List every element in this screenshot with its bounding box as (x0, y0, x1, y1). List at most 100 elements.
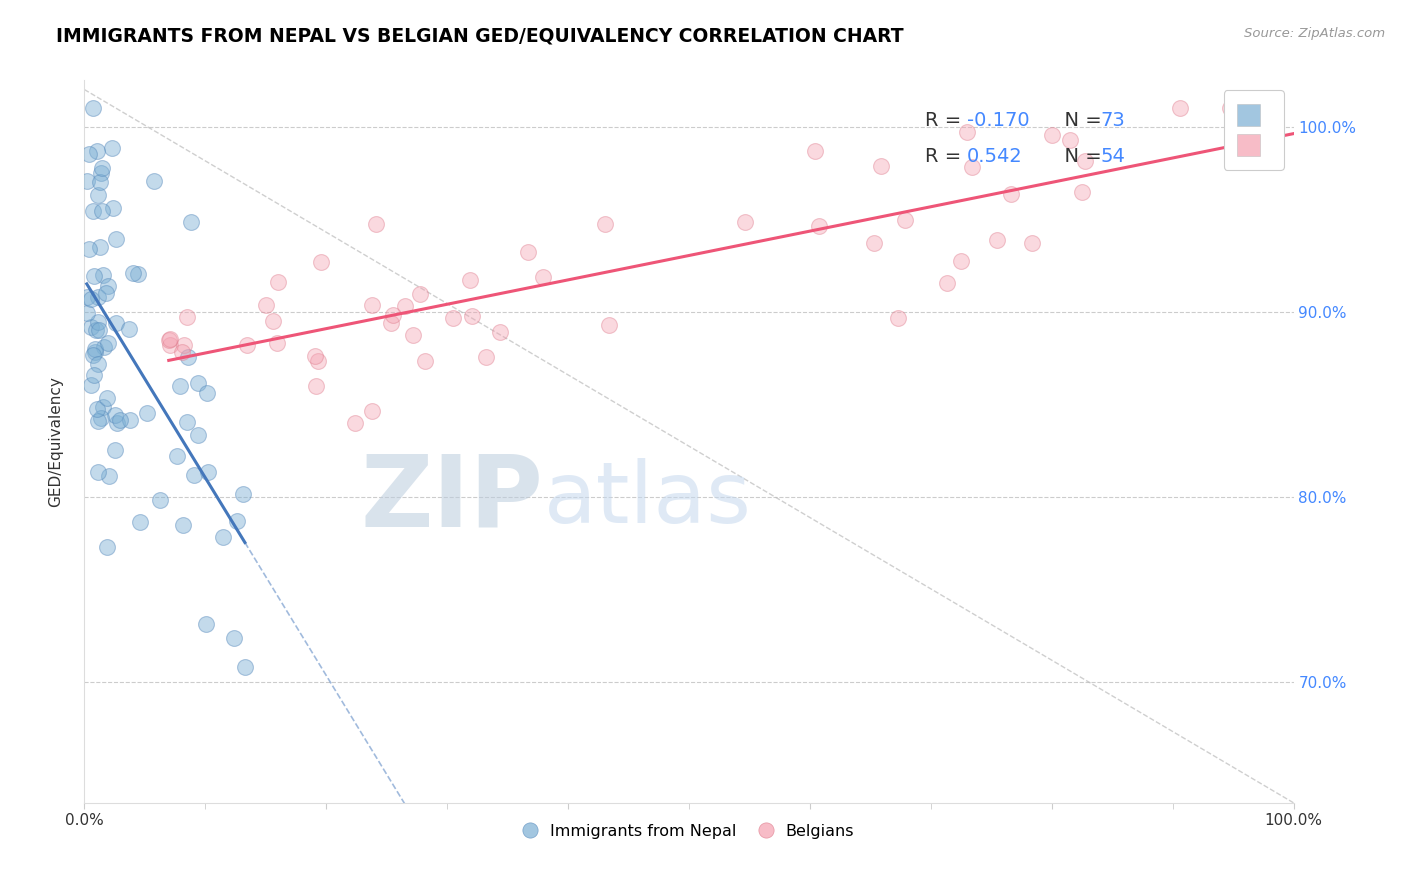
Point (97, 336, 120, 351)
Point (262, 314, 284, 328)
Point (461, 309, 484, 323)
Point (176, 310, 198, 324)
Point (402, 327, 425, 342)
Point (307, 353, 329, 368)
Point (90, 204, 112, 219)
Text: R =: R = (925, 111, 967, 129)
Y-axis label: GED/Equivalency: GED/Equivalency (49, 376, 63, 507)
Point (128, 268, 150, 282)
Text: N =: N = (1052, 146, 1108, 166)
Point (105, 416, 128, 430)
Point (305, 379, 328, 393)
Point (360, 298, 382, 312)
Point (1168, 101, 1191, 115)
Point (83, 345, 105, 359)
Point (187, 428, 209, 442)
Point (120, 413, 142, 427)
Point (90, 166, 112, 180)
Point (173, 338, 195, 352)
Point (90, 410, 112, 425)
Point (96, 391, 118, 405)
Text: ZIP: ZIP (361, 450, 544, 548)
Point (89, 175, 111, 189)
Point (177, 350, 200, 364)
Text: 73: 73 (1099, 111, 1125, 129)
Point (96, 540, 118, 554)
Point (344, 416, 367, 430)
Point (474, 351, 496, 365)
Point (101, 141, 124, 155)
Point (364, 218, 387, 232)
Point (804, 145, 827, 159)
Point (91, 400, 114, 414)
Point (104, 408, 127, 422)
Point (197, 465, 219, 479)
Point (935, 277, 957, 291)
Point (86, 402, 108, 417)
Point (598, 318, 620, 332)
Point (235, 337, 257, 351)
Text: N =: N = (1052, 111, 1108, 129)
Point (143, 174, 166, 188)
Point (380, 316, 402, 330)
Point (82, 203, 104, 218)
Point (97, 469, 120, 483)
Point (1059, 133, 1081, 147)
Point (441, 310, 464, 325)
Point (169, 379, 191, 393)
Point (77, 242, 100, 256)
Point (135, 406, 157, 420)
Point (956, 125, 979, 139)
Point (195, 385, 218, 400)
Point (516, 244, 538, 259)
Point (89, 323, 111, 337)
Point (807, 219, 830, 234)
Point (87, 290, 110, 304)
Point (80, 293, 103, 307)
Point (309, 254, 332, 268)
Point (304, 349, 326, 363)
Point (734, 215, 756, 229)
Point (949, 254, 972, 268)
Point (79, 320, 101, 334)
Point (267, 276, 290, 290)
Point (82, 347, 104, 361)
Point (83, 269, 105, 284)
Point (226, 514, 249, 528)
Point (122, 266, 145, 280)
Point (595, 218, 617, 232)
Point (87, 357, 110, 371)
Point (91, 161, 114, 175)
Point (361, 404, 384, 418)
Point (76, 290, 98, 304)
Point (962, 160, 984, 174)
Point (531, 270, 554, 285)
Point (862, 236, 884, 251)
Point (180, 215, 202, 229)
Point (413, 354, 436, 368)
Point (382, 308, 405, 322)
Point (104, 232, 127, 246)
Point (84, 343, 107, 357)
Text: R =: R = (925, 146, 967, 166)
Point (77, 146, 100, 161)
Point (1040, 128, 1063, 142)
Text: IMMIGRANTS FROM NEPAL VS BELGIAN GED/EQUIVALENCY CORRELATION CHART: IMMIGRANTS FROM NEPAL VS BELGIAN GED/EQU… (56, 27, 904, 45)
Point (91, 268, 114, 282)
Point (1071, 185, 1094, 199)
Point (87, 314, 110, 328)
Point (1219, 101, 1241, 115)
Point (108, 413, 131, 427)
Point (159, 338, 181, 352)
Point (170, 345, 193, 359)
Point (128, 515, 150, 529)
Point (233, 659, 256, 673)
Point (83, 368, 105, 383)
Legend: Immigrants from Nepal, Belgians: Immigrants from Nepal, Belgians (517, 818, 860, 846)
Point (93, 340, 115, 354)
Point (104, 316, 127, 330)
Point (254, 298, 277, 312)
Point (76, 306, 98, 320)
Point (194, 616, 217, 631)
Point (887, 311, 910, 326)
